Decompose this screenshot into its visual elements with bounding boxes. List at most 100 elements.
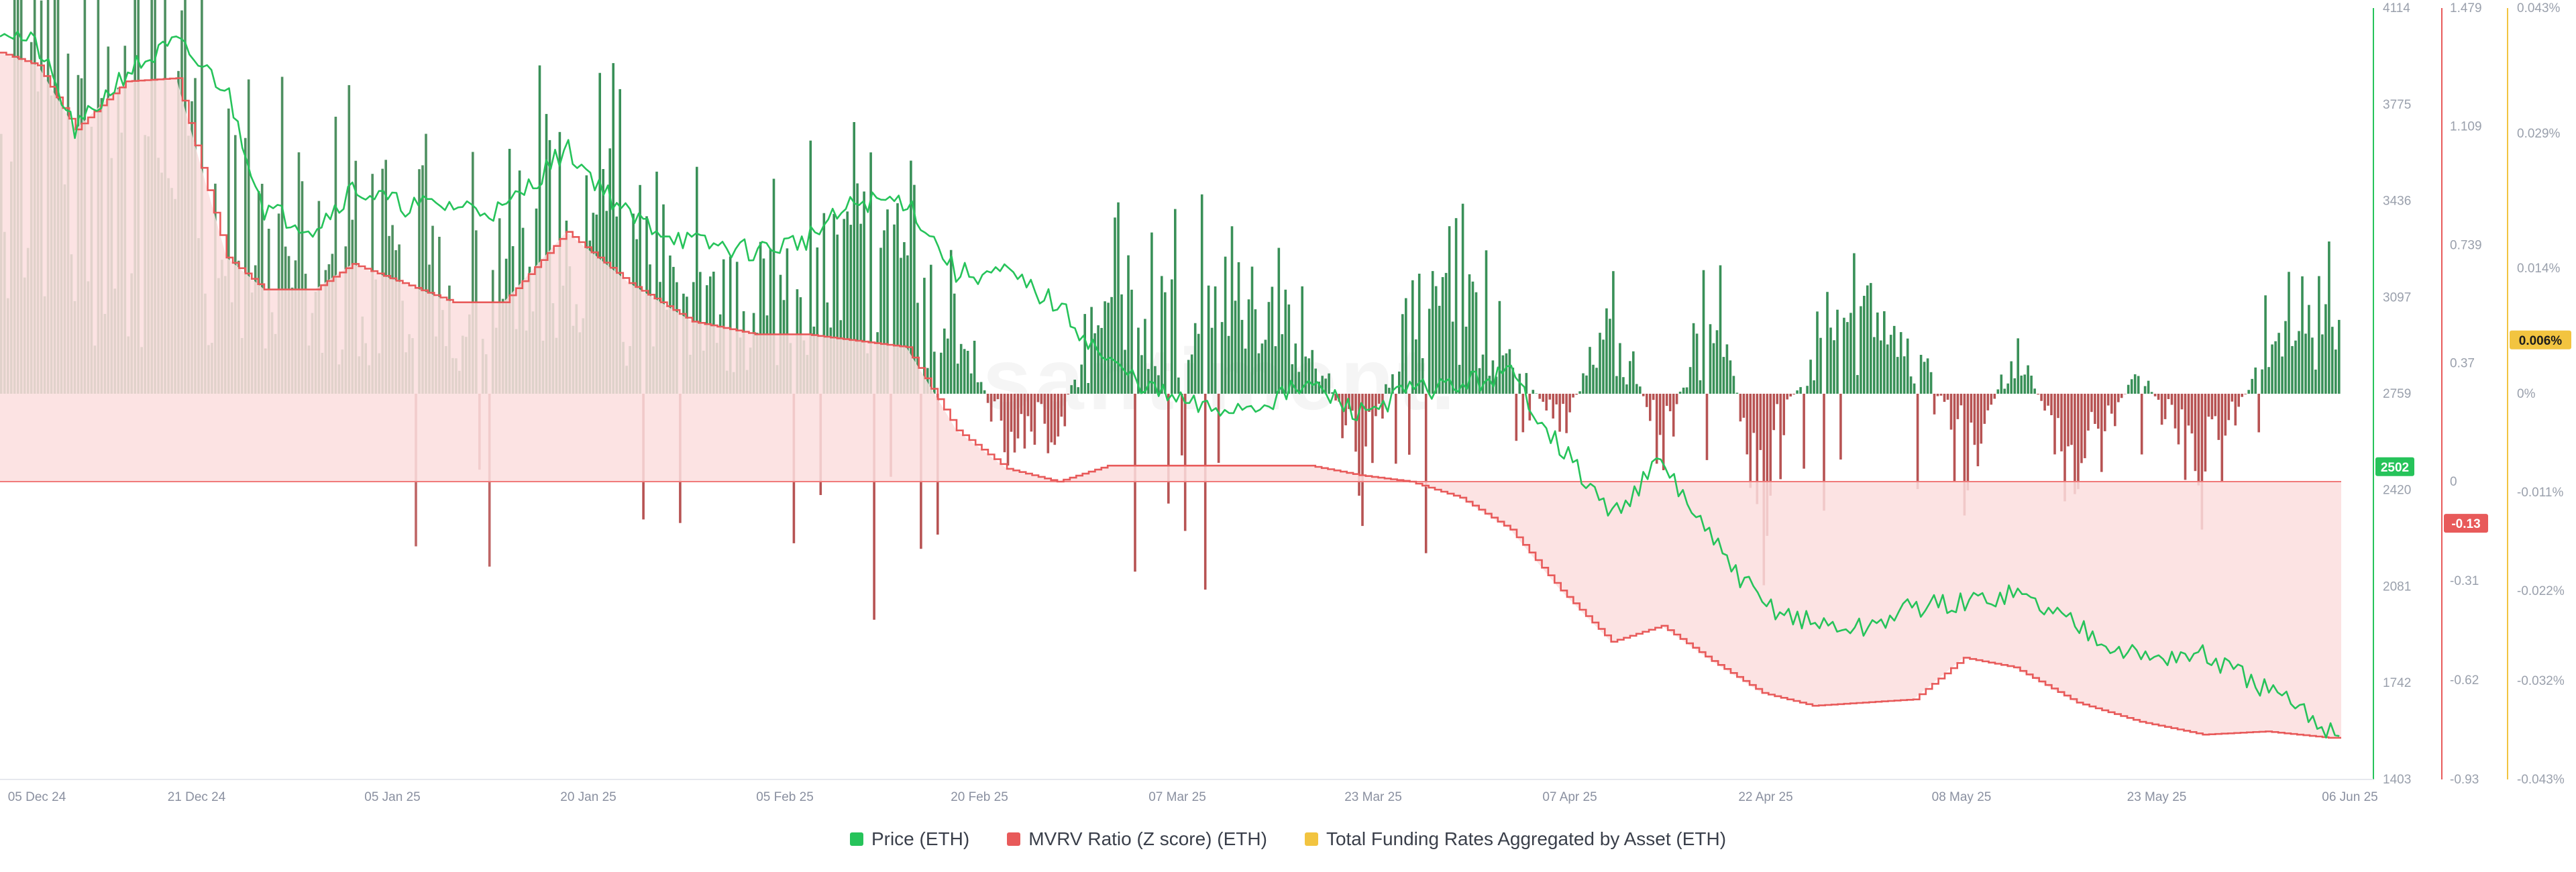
funding-bar: [1906, 338, 1909, 394]
funding-bar: [1030, 394, 1033, 432]
funding-bar: [1444, 272, 1448, 394]
funding-bar: [2311, 337, 2314, 394]
funding-bar: [1495, 376, 1498, 394]
funding-bar: [809, 140, 812, 394]
funding-bar: [1454, 218, 1458, 394]
funding-bar: [1107, 303, 1110, 394]
funding-bar: [2301, 276, 2304, 394]
funding-bar: [2033, 388, 2036, 394]
funding-bar: [508, 148, 511, 394]
funding-bar: [2217, 394, 2220, 440]
legend-swatch-mvrv: [1007, 832, 1021, 846]
funding-bar: [1461, 203, 1464, 394]
funding-tick-label: 0.043%: [2517, 1, 2561, 15]
funding-bar: [1836, 309, 1839, 394]
funding-bar: [930, 264, 932, 394]
funding-bar: [1307, 358, 1310, 394]
funding-bar: [1271, 286, 1274, 394]
funding-bar: [949, 250, 953, 394]
funding-bar: [1933, 394, 1936, 415]
funding-bar: [1181, 394, 1183, 455]
x-tick-label: 23 Mar 25: [1344, 790, 1402, 804]
funding-bar: [1063, 394, 1067, 427]
funding-bar: [863, 191, 865, 394]
funding-bar: [1458, 364, 1461, 394]
funding-bar: [696, 166, 698, 394]
funding-bar: [2231, 394, 2234, 402]
funding-bar: [1197, 333, 1200, 394]
funding-bar: [1746, 394, 1749, 455]
funding-bar: [1960, 394, 1963, 406]
funding-bar: [1478, 368, 1481, 394]
funding-bar: [1990, 394, 1993, 405]
funding-bar: [1210, 327, 1214, 394]
funding-bar: [1190, 354, 1193, 394]
funding-bar: [1344, 394, 1347, 426]
funding-bar: [1568, 394, 1571, 413]
funding-bar: [1916, 394, 1919, 490]
funding-bar: [1488, 376, 1491, 394]
funding-bar: [1892, 325, 1896, 394]
funding-bar: [2184, 394, 2187, 480]
funding-bar: [2197, 394, 2200, 486]
funding-tick-label: 0%: [2517, 387, 2536, 401]
funding-bar: [1183, 394, 1187, 531]
funding-bar: [856, 183, 859, 394]
legend-item-mvrv[interactable]: MVRV Ratio (Z score) (ETH): [1007, 828, 1267, 850]
funding-bar: [2114, 394, 2116, 427]
funding-bar: [1140, 355, 1143, 394]
price-tick-label: 3436: [2383, 195, 2411, 209]
funding-bar: [916, 303, 919, 394]
funding-bar: [1779, 394, 1782, 480]
funding-tick-label: 0.029%: [2517, 127, 2561, 141]
funding-bar: [1572, 394, 1574, 398]
funding-bar: [1973, 394, 1976, 445]
funding-bar: [1880, 340, 1882, 394]
funding-bar: [923, 278, 926, 394]
funding-bar: [1722, 357, 1725, 394]
funding-bar: [1799, 387, 1802, 394]
funding-bar: [1214, 286, 1217, 394]
x-tick-label: 08 May 25: [1932, 790, 1992, 804]
funding-bar: [1833, 340, 1835, 394]
funding-bar: [1224, 256, 1227, 394]
funding-bar: [786, 248, 789, 394]
funding-bar: [1481, 354, 1485, 394]
funding-bar: [2234, 394, 2237, 426]
legend-item-funding[interactable]: Total Funding Rates Aggregated by Asset …: [1304, 828, 1726, 850]
price-line: [0, 30, 2340, 739]
svg-text:-0.13: -0.13: [2451, 517, 2480, 531]
funding-bar: [2187, 394, 2190, 426]
funding-bar: [1371, 394, 1374, 464]
funding-bar: [1699, 380, 1702, 394]
funding-bar: [2074, 394, 2076, 494]
funding-bar: [1776, 394, 1778, 404]
funding-bar: [1150, 232, 1153, 394]
funding-bar: [2334, 349, 2337, 394]
funding-bar: [639, 184, 641, 394]
funding-bar: [2104, 394, 2106, 431]
funding-bar: [538, 65, 541, 394]
funding-bar: [1712, 343, 1715, 394]
funding-bar: [1010, 394, 1013, 432]
funding-bar: [2324, 304, 2327, 394]
funding-bar: [1471, 281, 1474, 394]
funding-bar: [2314, 370, 2317, 394]
funding-bar: [1883, 311, 1886, 394]
funding-bar: [1585, 375, 1588, 394]
price-tick-label: 3775: [2383, 98, 2411, 112]
mvrv-tick-label: 1.479: [2450, 1, 2482, 15]
funding-bar: [1434, 286, 1438, 394]
legend-item-price[interactable]: Price (ETH): [849, 828, 969, 850]
funding-bar: [1351, 394, 1354, 411]
funding-bar: [1521, 394, 1525, 433]
funding-bar: [943, 328, 946, 394]
funding-bar: [1438, 305, 1441, 394]
funding-bar: [1532, 390, 1535, 394]
funding-bar: [1247, 299, 1250, 394]
funding-bar: [1130, 289, 1133, 394]
funding-bar: [1558, 394, 1561, 432]
funding-bar: [963, 349, 966, 394]
funding-bar: [822, 213, 826, 394]
funding-bar: [1193, 323, 1197, 394]
